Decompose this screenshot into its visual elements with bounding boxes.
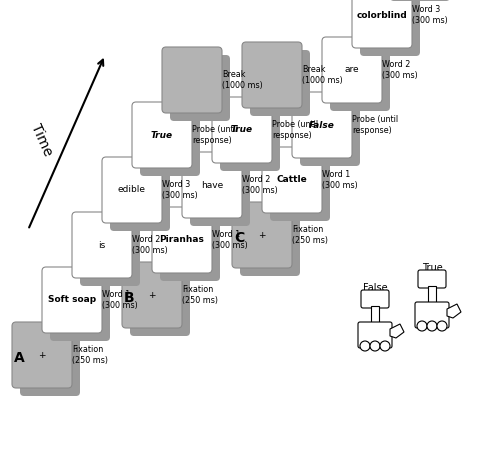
Text: True: True <box>422 263 442 273</box>
FancyBboxPatch shape <box>418 270 446 288</box>
FancyBboxPatch shape <box>250 50 310 116</box>
FancyBboxPatch shape <box>292 92 352 158</box>
Circle shape <box>360 341 370 351</box>
Text: False: False <box>309 120 335 130</box>
FancyBboxPatch shape <box>122 262 182 328</box>
Polygon shape <box>390 324 404 338</box>
FancyBboxPatch shape <box>160 215 220 281</box>
FancyBboxPatch shape <box>352 0 412 48</box>
Text: Time: Time <box>28 121 56 159</box>
Text: Word 3
(300 ms): Word 3 (300 ms) <box>162 179 198 200</box>
FancyBboxPatch shape <box>130 270 190 336</box>
Text: Word 2
(300 ms): Word 2 (300 ms) <box>132 235 168 255</box>
FancyBboxPatch shape <box>72 212 132 278</box>
FancyBboxPatch shape <box>162 47 222 113</box>
Text: Probe (until
response): Probe (until response) <box>272 120 318 140</box>
Text: are: are <box>344 66 360 74</box>
Text: True: True <box>231 125 253 135</box>
Bar <box>371 306 379 324</box>
Text: False: False <box>362 283 388 293</box>
FancyBboxPatch shape <box>110 165 170 231</box>
Polygon shape <box>447 304 461 318</box>
FancyBboxPatch shape <box>361 290 389 308</box>
FancyBboxPatch shape <box>42 267 102 333</box>
Text: Fixation
(250 ms): Fixation (250 ms) <box>72 345 108 366</box>
Text: Word 1
(300 ms): Word 1 (300 ms) <box>322 169 358 190</box>
Text: Word 1
(300 ms): Word 1 (300 ms) <box>102 289 138 310</box>
Text: Break
(1000 ms): Break (1000 ms) <box>222 70 263 91</box>
FancyBboxPatch shape <box>170 55 230 121</box>
Circle shape <box>380 341 390 351</box>
Text: Word 2
(300 ms): Word 2 (300 ms) <box>382 60 418 80</box>
FancyBboxPatch shape <box>220 105 280 171</box>
FancyBboxPatch shape <box>322 37 382 103</box>
Text: is: is <box>98 241 105 250</box>
FancyBboxPatch shape <box>182 152 242 218</box>
FancyBboxPatch shape <box>80 220 140 286</box>
FancyBboxPatch shape <box>20 330 80 396</box>
Text: edible: edible <box>118 185 146 194</box>
Text: Word 1
(300 ms): Word 1 (300 ms) <box>212 230 248 251</box>
FancyBboxPatch shape <box>240 210 300 276</box>
FancyBboxPatch shape <box>270 155 330 221</box>
FancyBboxPatch shape <box>12 322 72 388</box>
Text: Probe (until
response): Probe (until response) <box>352 115 398 135</box>
Circle shape <box>437 321 447 331</box>
FancyBboxPatch shape <box>330 45 390 111</box>
Text: +: + <box>258 231 266 240</box>
Text: Fixation
(250 ms): Fixation (250 ms) <box>182 284 218 305</box>
Text: Word 3
(300 ms): Word 3 (300 ms) <box>412 5 448 25</box>
FancyBboxPatch shape <box>358 322 392 348</box>
Text: Cattle: Cattle <box>276 175 308 184</box>
Text: colorblind: colorblind <box>356 10 408 19</box>
Text: Probe (until
response): Probe (until response) <box>192 125 238 145</box>
FancyBboxPatch shape <box>390 0 450 1</box>
FancyBboxPatch shape <box>415 302 449 328</box>
Text: Soft soap: Soft soap <box>48 295 96 304</box>
Bar <box>428 286 436 304</box>
FancyBboxPatch shape <box>102 157 162 223</box>
FancyBboxPatch shape <box>242 42 302 108</box>
FancyBboxPatch shape <box>360 0 420 56</box>
FancyBboxPatch shape <box>262 147 322 213</box>
FancyBboxPatch shape <box>232 202 292 268</box>
FancyBboxPatch shape <box>140 110 200 176</box>
Text: +: + <box>38 351 46 360</box>
Circle shape <box>417 321 427 331</box>
Text: Break
(1000 ms): Break (1000 ms) <box>302 65 343 86</box>
Text: Piranhas: Piranhas <box>160 236 204 245</box>
FancyBboxPatch shape <box>212 97 272 163</box>
Text: Fixation
(250 ms): Fixation (250 ms) <box>292 225 328 246</box>
Text: A: A <box>14 351 25 365</box>
Text: B: B <box>124 291 134 305</box>
FancyBboxPatch shape <box>300 100 360 166</box>
Text: True: True <box>151 130 173 140</box>
FancyBboxPatch shape <box>50 275 110 341</box>
Circle shape <box>427 321 437 331</box>
Text: have: have <box>201 180 223 189</box>
Circle shape <box>370 341 380 351</box>
Text: Word 2
(300 ms): Word 2 (300 ms) <box>242 174 278 195</box>
FancyBboxPatch shape <box>132 102 192 168</box>
FancyBboxPatch shape <box>152 207 212 273</box>
Text: C: C <box>234 231 244 245</box>
Text: +: + <box>148 290 156 299</box>
FancyBboxPatch shape <box>190 160 250 226</box>
